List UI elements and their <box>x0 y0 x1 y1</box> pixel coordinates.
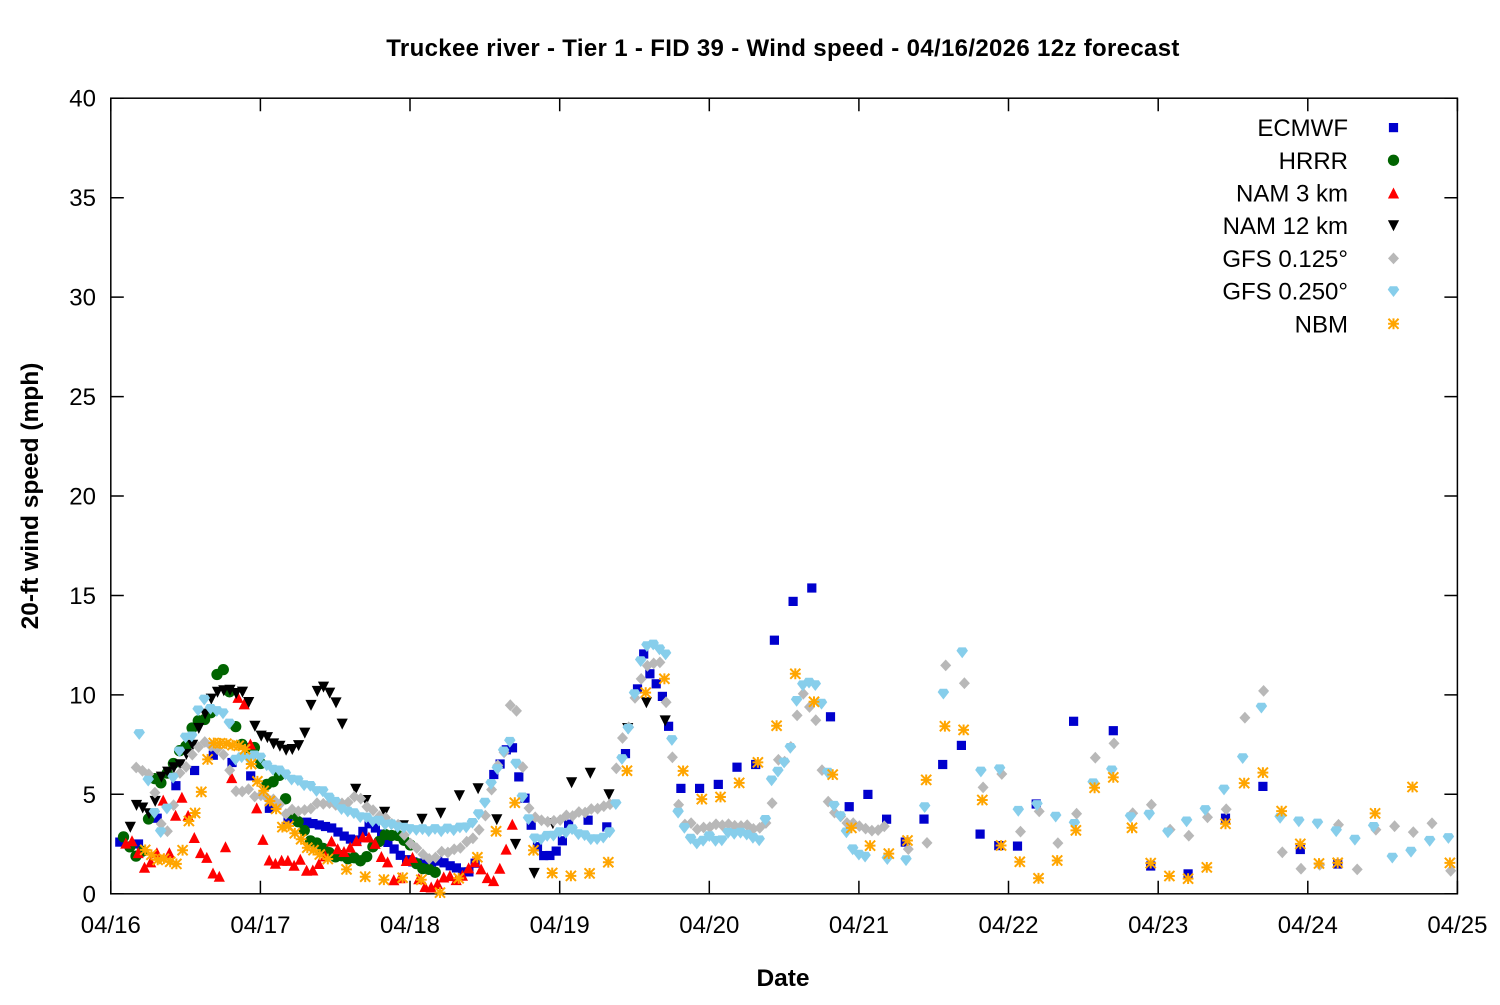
svg-text:04/24: 04/24 <box>1278 912 1338 939</box>
svg-text:25: 25 <box>69 384 96 411</box>
svg-text:NAM 12 km: NAM 12 km <box>1223 213 1348 240</box>
svg-text:20-ft wind speed (mph): 20-ft wind speed (mph) <box>17 363 44 630</box>
svg-text:NAM 3 km: NAM 3 km <box>1236 181 1348 208</box>
svg-text:GFS 0.250°: GFS 0.250° <box>1222 279 1348 306</box>
svg-text:04/20: 04/20 <box>679 912 739 939</box>
svg-text:35: 35 <box>69 185 96 212</box>
svg-text:04/18: 04/18 <box>380 912 440 939</box>
svg-text:Truckee river - Tier 1 - FID 3: Truckee river - Tier 1 - FID 39 - Wind s… <box>386 35 1179 62</box>
svg-text:GFS 0.125°: GFS 0.125° <box>1222 246 1348 273</box>
svg-text:15: 15 <box>69 583 96 610</box>
svg-text:Date: Date <box>756 965 809 992</box>
svg-text:04/19: 04/19 <box>530 912 590 939</box>
svg-text:NBM: NBM <box>1295 311 1348 338</box>
svg-text:30: 30 <box>69 285 96 312</box>
svg-text:0: 0 <box>83 881 96 908</box>
svg-text:10: 10 <box>69 682 96 709</box>
svg-text:04/22: 04/22 <box>978 912 1038 939</box>
svg-text:HRRR: HRRR <box>1279 148 1348 175</box>
svg-text:5: 5 <box>83 782 96 809</box>
svg-text:04/16: 04/16 <box>81 912 141 939</box>
svg-text:04/25: 04/25 <box>1427 912 1487 939</box>
svg-text:04/21: 04/21 <box>829 912 889 939</box>
svg-text:04/23: 04/23 <box>1128 912 1188 939</box>
svg-text:ECMWF: ECMWF <box>1257 115 1348 142</box>
svg-text:20: 20 <box>69 484 96 511</box>
svg-text:40: 40 <box>69 86 96 113</box>
svg-text:04/17: 04/17 <box>230 912 290 939</box>
